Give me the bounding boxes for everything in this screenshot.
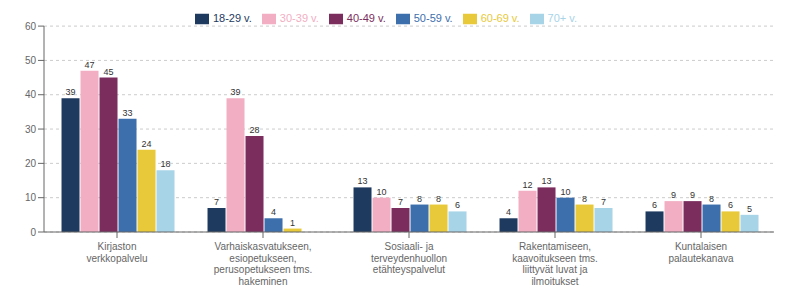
- svg-text:7: 7: [398, 197, 403, 207]
- svg-text:13: 13: [542, 176, 552, 186]
- html-text:40-49 v.: 40-49 v.: [346, 12, 386, 24]
- svg-text:45: 45: [104, 67, 114, 77]
- svg-text:7: 7: [601, 197, 606, 207]
- svg-text:6: 6: [728, 200, 733, 210]
- svg-text:Rakentamiseen,kaavoitukseen tm: Rakentamiseen,kaavoitukseen tms.liittyvä…: [512, 241, 598, 287]
- svg-text:Kuntalaisenpalautekanava: Kuntalaisenpalautekanava: [668, 241, 733, 264]
- svg-text:Varhaiskasvatukseen,esiopetuks: Varhaiskasvatukseen,esiopetukseen,peruso…: [214, 241, 312, 287]
- svg-text:13: 13: [358, 176, 368, 186]
- svg-text:8: 8: [582, 194, 587, 204]
- svg-text:10: 10: [377, 187, 387, 197]
- svg-text:20: 20: [25, 158, 37, 169]
- svg-text:6: 6: [455, 200, 460, 210]
- svg-text:9: 9: [690, 190, 695, 200]
- svg-text:5: 5: [747, 204, 752, 214]
- svg-text:39: 39: [66, 87, 76, 97]
- svg-text:10: 10: [561, 187, 571, 197]
- svg-text:9: 9: [671, 190, 676, 200]
- svg-text:12: 12: [523, 180, 533, 190]
- html-text:60-69 v.: 60-69 v.: [480, 12, 520, 24]
- svg-text:18: 18: [161, 159, 171, 169]
- svg-text:1: 1: [290, 218, 295, 228]
- svg-text:47: 47: [85, 60, 95, 70]
- svg-text:4: 4: [506, 207, 511, 217]
- svg-text:24: 24: [142, 139, 152, 149]
- svg-text:50: 50: [25, 55, 37, 66]
- svg-text:0: 0: [30, 227, 36, 238]
- svg-text:30: 30: [25, 124, 37, 135]
- svg-text:7: 7: [214, 197, 219, 207]
- svg-text:40: 40: [25, 89, 37, 100]
- html-text:30-39 v.: 30-39 v.: [279, 12, 319, 24]
- svg-text:33: 33: [123, 108, 133, 118]
- html-text:50-59 v.: 50-59 v.: [413, 12, 453, 24]
- svg-text:8: 8: [436, 194, 441, 204]
- svg-text:Kirjastonverkkopalvelu: Kirjastonverkkopalvelu: [86, 241, 147, 264]
- svg-text:8: 8: [709, 194, 714, 204]
- svg-text:6: 6: [652, 200, 657, 210]
- svg-text:8: 8: [417, 194, 422, 204]
- svg-text:28: 28: [250, 125, 260, 135]
- svg-text:Sosiaali- jaterveydenhuollonet: Sosiaali- jaterveydenhuollonetähteyspalv…: [371, 241, 447, 275]
- html-text:18-29 v.: 18-29 v.: [212, 12, 252, 24]
- svg-text:60: 60: [25, 21, 37, 32]
- svg-text:4: 4: [271, 207, 276, 217]
- svg-text:39: 39: [231, 87, 241, 97]
- svg-text:10: 10: [25, 192, 37, 203]
- html-text:70+ v.: 70+ v.: [547, 12, 578, 24]
